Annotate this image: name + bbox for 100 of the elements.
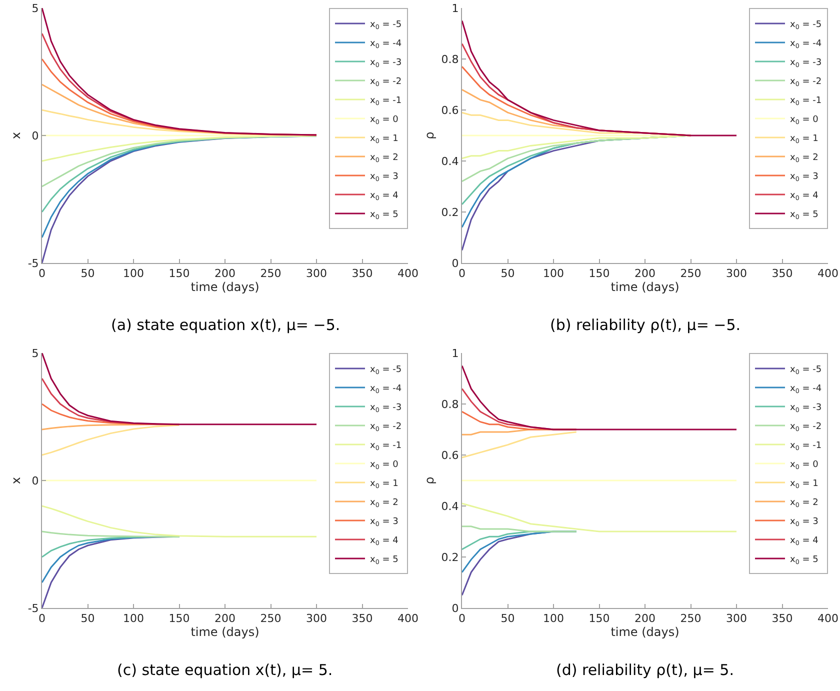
legend-label: x$_{0}$ = 0 — [790, 115, 819, 126]
y-axis-title: ρ — [422, 132, 437, 140]
x-tick-label: 350 — [772, 267, 793, 280]
legend-label: x$_{0}$ = -2 — [370, 77, 402, 88]
legend-label: x$_{0}$ = 2 — [790, 153, 818, 164]
x-tick-label: 250 — [680, 612, 702, 626]
legend-label: x$_{0}$ = -1 — [790, 96, 822, 107]
y-tick-label: 0 — [32, 129, 39, 142]
legend-label: x$_{0}$ = 3 — [370, 517, 398, 528]
x-tick-label: 400 — [398, 612, 418, 626]
x-tick-label: 400 — [818, 267, 838, 280]
legend-label: x$_{0}$ = 3 — [790, 172, 818, 183]
legend-label: x$_{0}$ = -3 — [370, 403, 402, 414]
x-tick-label: 100 — [123, 267, 144, 280]
x-tick-label: 150 — [168, 612, 190, 626]
text: (c) state equation x(t), μ= 5. — [117, 661, 333, 679]
text: (b) reliability ρ(t), μ= −5. — [550, 316, 741, 334]
legend-label: x$_{0}$ = -1 — [370, 441, 402, 452]
x-tick-label: 350 — [352, 267, 373, 280]
legend-label: x$_{0}$ = 3 — [370, 172, 398, 183]
y-tick-label: 0.8 — [441, 398, 459, 411]
legend-label: x$_{0}$ = -2 — [370, 422, 402, 433]
x-tick-label: 100 — [543, 267, 564, 280]
legend-label: x$_{0}$ = 1 — [790, 134, 818, 145]
x-tick-label: 150 — [588, 612, 610, 626]
y-tick-label: 1 — [452, 2, 459, 15]
y-axis-title: x — [9, 132, 24, 140]
legend-label: x$_{0}$ = 1 — [370, 134, 398, 145]
legend-label: x$_{0}$ = -5 — [370, 365, 402, 376]
legend-label: x$_{0}$ = -1 — [370, 96, 402, 107]
legend-label: x$_{0}$ = 5 — [790, 555, 818, 566]
x-tick-label: 300 — [306, 612, 327, 626]
legend-label: x$_{0}$ = 0 — [790, 460, 819, 471]
x-tick-label: 50 — [500, 267, 515, 280]
legend-label: x$_{0}$ = 2 — [370, 498, 398, 509]
x-tick-label: 50 — [80, 267, 95, 280]
legend-label: x$_{0}$ = 0 — [370, 460, 399, 471]
legend-label: x$_{0}$ = 2 — [790, 498, 818, 509]
y-tick-label: 0.2 — [441, 550, 459, 564]
y-tick-label: 0 — [32, 474, 39, 488]
legend-label: x$_{0}$ = 4 — [370, 191, 399, 202]
x-axis-title: time (days) — [610, 625, 680, 640]
y-tick-label: 1 — [452, 346, 459, 360]
legend-label: x$_{0}$ = -4 — [370, 384, 402, 395]
text: (a) state equation x(t), μ= −5. — [111, 316, 340, 334]
x-tick-label: 150 — [588, 267, 610, 280]
x-tick-label: 200 — [634, 612, 656, 626]
legend-label: x$_{0}$ = -1 — [790, 441, 822, 452]
legend-label: x$_{0}$ = 5 — [790, 210, 818, 221]
x-tick-label: 300 — [726, 267, 747, 280]
x-tick-label: 350 — [772, 612, 793, 626]
legend-label: x$_{0}$ = -3 — [790, 403, 822, 414]
legend-label: x$_{0}$ = -5 — [790, 20, 822, 31]
legend-label: x$_{0}$ = -5 — [370, 20, 402, 31]
legend-label: x$_{0}$ = 2 — [370, 153, 398, 164]
legend-label: x$_{0}$ = 4 — [790, 191, 819, 202]
x-tick-label: 50 — [500, 612, 515, 626]
legend-label: x$_{0}$ = -2 — [790, 422, 822, 433]
legend-label: x$_{0}$ = -4 — [790, 39, 822, 50]
y-tick-label: 0.6 — [441, 448, 459, 462]
x-tick-label: 200 — [634, 267, 656, 280]
legend-label: x$_{0}$ = 1 — [790, 479, 818, 490]
legend-label: x$_{0}$ = 3 — [790, 517, 818, 528]
x-tick-label: 50 — [80, 612, 95, 626]
legend-label: x$_{0}$ = -2 — [790, 77, 822, 88]
y-tick-label: 0 — [452, 602, 459, 615]
legend-label: x$_{0}$ = -4 — [790, 384, 822, 395]
y-tick-label: 0.2 — [441, 206, 459, 219]
x-tick-label: 400 — [398, 267, 418, 280]
y-tick-label: 5 — [32, 346, 39, 360]
y-tick-label: 0 — [452, 256, 459, 270]
x-axis-title: time (days) — [190, 280, 260, 294]
x-axis-title: time (days) — [610, 280, 680, 294]
x-tick-label: 250 — [260, 267, 282, 280]
x-tick-label: 100 — [123, 612, 144, 626]
y-tick-label: 0.4 — [441, 154, 459, 168]
legend-label: x$_{0}$ = -3 — [790, 58, 822, 69]
x-tick-label: 300 — [726, 612, 747, 626]
legend-label: x$_{0}$ = -5 — [790, 365, 822, 376]
y-tick-label: 0.4 — [441, 500, 459, 513]
x-tick-label: 200 — [214, 612, 236, 626]
y-tick-label: 0.6 — [441, 104, 459, 117]
y-tick-label: -5 — [28, 602, 39, 615]
legend-label: x$_{0}$ = -4 — [370, 39, 402, 50]
legend-label: x$_{0}$ = 5 — [370, 555, 398, 566]
text: (d) reliability ρ(t), μ= 5. — [556, 661, 734, 679]
legend-label: x$_{0}$ = 4 — [370, 536, 399, 547]
x-tick-label: 100 — [543, 612, 564, 626]
legend-label: x$_{0}$ = 0 — [370, 115, 399, 126]
x-tick-label: 150 — [168, 267, 190, 280]
legend-label: x$_{0}$ = 1 — [370, 479, 398, 490]
y-tick-label: -5 — [28, 256, 39, 270]
x-tick-label: 250 — [260, 612, 282, 626]
x-tick-label: 350 — [352, 612, 373, 626]
legend-label: x$_{0}$ = 5 — [370, 210, 398, 221]
y-axis-title: ρ — [422, 476, 437, 484]
y-tick-label: 5 — [32, 2, 39, 15]
y-tick-label: 0.8 — [441, 52, 459, 66]
legend-label: x$_{0}$ = -3 — [370, 58, 402, 69]
x-tick-label: 250 — [680, 267, 702, 280]
